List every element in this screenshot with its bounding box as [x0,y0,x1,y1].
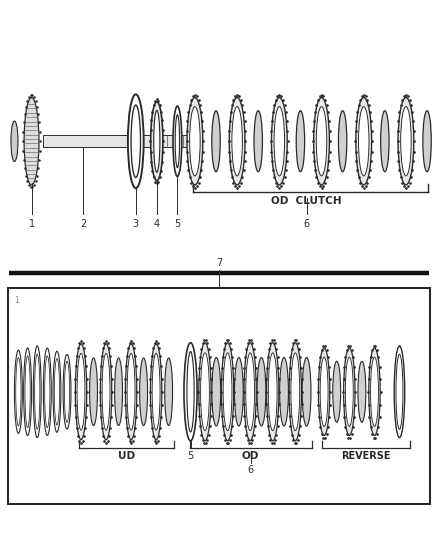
Ellipse shape [396,354,403,430]
Text: 6: 6 [304,219,310,229]
Ellipse shape [318,348,330,435]
Ellipse shape [173,106,182,176]
Ellipse shape [75,344,87,440]
Ellipse shape [125,344,137,440]
Ellipse shape [77,353,85,430]
Ellipse shape [165,358,173,425]
Ellipse shape [54,359,60,425]
Ellipse shape [175,115,180,168]
Text: OD: OD [242,451,259,461]
Text: 3: 3 [133,219,139,229]
Ellipse shape [345,357,353,426]
Ellipse shape [381,111,389,172]
Text: REVERSE: REVERSE [341,451,391,461]
Ellipse shape [184,343,197,441]
Text: 7: 7 [216,258,222,268]
Ellipse shape [16,358,21,426]
Ellipse shape [53,351,61,432]
Ellipse shape [14,350,22,433]
Ellipse shape [371,357,378,426]
Ellipse shape [131,105,141,177]
Ellipse shape [140,358,148,425]
Ellipse shape [339,111,347,172]
Ellipse shape [291,353,300,431]
Ellipse shape [100,344,112,440]
Ellipse shape [150,344,162,440]
Ellipse shape [90,358,98,425]
Ellipse shape [64,361,70,422]
Ellipse shape [25,356,30,427]
Ellipse shape [267,343,279,441]
Ellipse shape [45,356,50,427]
Ellipse shape [222,343,234,441]
Ellipse shape [35,354,40,430]
Ellipse shape [212,358,221,426]
Ellipse shape [394,346,405,438]
Ellipse shape [296,111,305,172]
Ellipse shape [356,98,371,185]
Ellipse shape [115,358,123,425]
Ellipse shape [244,343,256,441]
Ellipse shape [229,98,245,185]
Ellipse shape [190,107,200,176]
Ellipse shape [343,348,355,435]
Ellipse shape [398,98,414,185]
Ellipse shape [33,346,41,438]
Ellipse shape [154,110,160,172]
Ellipse shape [187,98,203,185]
Text: 2: 2 [80,219,86,229]
Ellipse shape [127,353,135,430]
Ellipse shape [223,353,232,431]
Text: UD: UD [117,451,135,461]
Bar [8,288,430,504]
Text: 5: 5 [174,219,180,229]
Text: 5: 5 [187,451,194,461]
Ellipse shape [43,348,51,435]
Ellipse shape [152,353,160,430]
Ellipse shape [272,98,287,185]
Ellipse shape [369,348,380,435]
Ellipse shape [314,98,329,185]
Ellipse shape [102,353,110,430]
Text: 1: 1 [28,219,35,229]
Text: 1: 1 [14,296,19,305]
Ellipse shape [320,357,328,426]
Ellipse shape [199,343,211,441]
Text: 6: 6 [247,465,254,475]
Ellipse shape [24,348,32,435]
Ellipse shape [232,107,242,176]
Ellipse shape [151,102,163,181]
Ellipse shape [316,107,327,176]
Ellipse shape [234,358,243,426]
Ellipse shape [212,111,220,172]
Ellipse shape [279,358,288,426]
Ellipse shape [302,358,311,426]
Ellipse shape [63,354,71,429]
Ellipse shape [268,353,277,431]
Ellipse shape [289,343,301,441]
Ellipse shape [358,361,366,422]
Text: OD  CLUTCH: OD CLUTCH [271,196,342,206]
Ellipse shape [274,107,285,176]
Ellipse shape [254,111,262,172]
Ellipse shape [401,107,411,176]
Ellipse shape [246,353,254,431]
Ellipse shape [358,107,369,176]
Ellipse shape [333,361,341,422]
Ellipse shape [187,352,194,432]
Bar [43,135,199,147]
Ellipse shape [257,358,266,426]
Ellipse shape [128,94,144,188]
Ellipse shape [24,98,39,185]
Ellipse shape [11,121,18,161]
Ellipse shape [423,111,431,172]
Text: 4: 4 [154,219,160,229]
Ellipse shape [201,353,209,431]
